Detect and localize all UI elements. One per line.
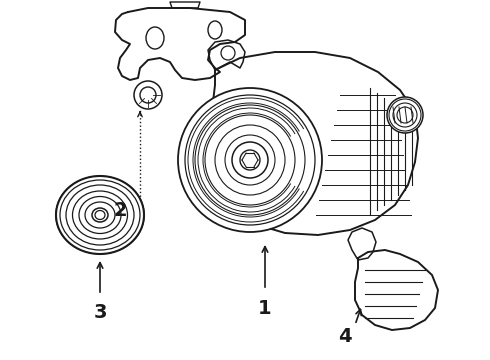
Polygon shape xyxy=(355,250,438,330)
Circle shape xyxy=(134,81,162,109)
Circle shape xyxy=(387,97,423,133)
Polygon shape xyxy=(208,40,245,70)
Polygon shape xyxy=(115,8,245,80)
Text: 4: 4 xyxy=(338,328,352,346)
Ellipse shape xyxy=(92,208,108,222)
Text: 1: 1 xyxy=(258,298,272,318)
Ellipse shape xyxy=(56,176,144,254)
Text: 2: 2 xyxy=(113,201,127,220)
Text: 3: 3 xyxy=(93,302,107,321)
Polygon shape xyxy=(205,52,418,235)
Circle shape xyxy=(232,142,268,178)
Circle shape xyxy=(240,150,260,170)
Circle shape xyxy=(178,88,322,232)
Polygon shape xyxy=(348,228,376,260)
